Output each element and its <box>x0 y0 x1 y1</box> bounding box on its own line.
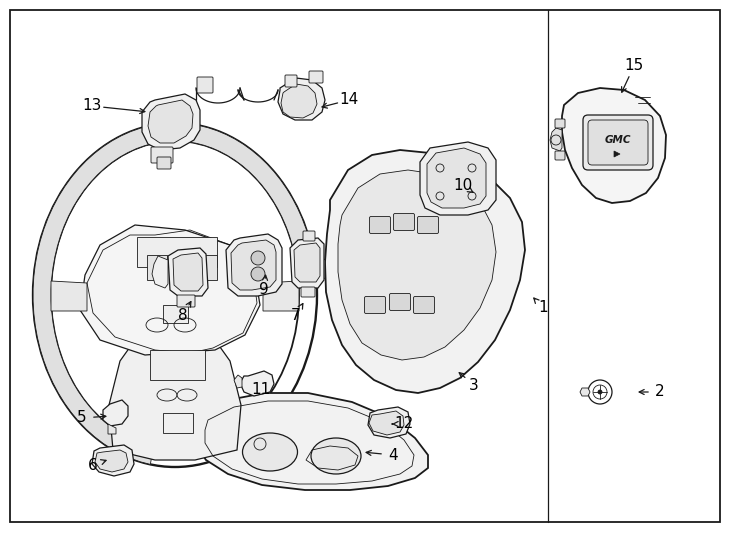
Text: GMC: GMC <box>605 135 631 145</box>
Polygon shape <box>281 84 317 118</box>
Bar <box>173 255 193 280</box>
FancyBboxPatch shape <box>197 77 213 93</box>
Polygon shape <box>95 450 128 472</box>
Polygon shape <box>231 240 276 290</box>
FancyBboxPatch shape <box>177 295 195 307</box>
Polygon shape <box>580 388 590 396</box>
FancyBboxPatch shape <box>369 217 390 233</box>
Text: 4: 4 <box>388 448 398 462</box>
Polygon shape <box>80 225 260 355</box>
Text: 7: 7 <box>291 307 301 322</box>
Polygon shape <box>294 243 320 282</box>
Polygon shape <box>168 248 208 296</box>
Bar <box>197 255 217 280</box>
Polygon shape <box>368 407 410 438</box>
Text: 6: 6 <box>88 457 98 472</box>
Text: 9: 9 <box>259 282 269 298</box>
Text: 13: 13 <box>82 98 102 113</box>
FancyBboxPatch shape <box>588 120 648 165</box>
Polygon shape <box>263 281 299 311</box>
Polygon shape <box>562 88 666 203</box>
FancyBboxPatch shape <box>555 119 565 128</box>
Polygon shape <box>420 142 496 215</box>
Text: 3: 3 <box>469 377 479 393</box>
Text: 1: 1 <box>538 300 548 315</box>
Bar <box>163 413 193 433</box>
Polygon shape <box>173 253 203 291</box>
Polygon shape <box>108 424 116 434</box>
Text: 2: 2 <box>655 384 665 400</box>
Circle shape <box>251 251 265 265</box>
Ellipse shape <box>242 433 297 471</box>
Polygon shape <box>51 281 87 311</box>
Circle shape <box>598 390 602 394</box>
Polygon shape <box>278 78 325 120</box>
Polygon shape <box>369 411 404 435</box>
Bar <box>147 255 167 280</box>
Bar <box>150 350 205 380</box>
Polygon shape <box>614 151 620 157</box>
FancyBboxPatch shape <box>393 213 415 231</box>
Polygon shape <box>38 123 312 255</box>
Polygon shape <box>427 148 486 208</box>
Text: 15: 15 <box>625 58 644 73</box>
FancyBboxPatch shape <box>303 231 315 241</box>
Text: 8: 8 <box>178 307 188 322</box>
FancyBboxPatch shape <box>390 294 410 310</box>
Ellipse shape <box>311 438 361 474</box>
Polygon shape <box>240 371 274 396</box>
Polygon shape <box>226 234 282 296</box>
Polygon shape <box>142 94 200 150</box>
Text: 14: 14 <box>339 92 359 107</box>
Text: 5: 5 <box>77 410 87 426</box>
FancyBboxPatch shape <box>157 157 171 169</box>
FancyBboxPatch shape <box>583 115 653 170</box>
FancyBboxPatch shape <box>309 71 323 83</box>
Circle shape <box>251 267 265 281</box>
Polygon shape <box>550 128 562 151</box>
Polygon shape <box>33 126 153 464</box>
Polygon shape <box>92 445 134 476</box>
Polygon shape <box>152 256 168 288</box>
FancyBboxPatch shape <box>555 151 565 160</box>
Polygon shape <box>290 238 324 288</box>
Polygon shape <box>325 150 525 393</box>
Polygon shape <box>148 100 193 143</box>
Polygon shape <box>338 170 496 360</box>
Bar <box>163 305 188 323</box>
FancyBboxPatch shape <box>413 296 435 314</box>
Polygon shape <box>103 400 128 426</box>
Bar <box>137 237 217 267</box>
FancyBboxPatch shape <box>365 296 385 314</box>
Polygon shape <box>234 375 242 388</box>
FancyBboxPatch shape <box>301 287 315 297</box>
FancyBboxPatch shape <box>418 217 438 233</box>
Text: 11: 11 <box>251 381 271 396</box>
FancyBboxPatch shape <box>151 147 173 163</box>
Polygon shape <box>305 248 325 285</box>
Text: 10: 10 <box>454 179 473 193</box>
Polygon shape <box>195 393 428 490</box>
FancyBboxPatch shape <box>285 75 297 87</box>
Text: 12: 12 <box>394 416 414 431</box>
Polygon shape <box>109 340 241 460</box>
